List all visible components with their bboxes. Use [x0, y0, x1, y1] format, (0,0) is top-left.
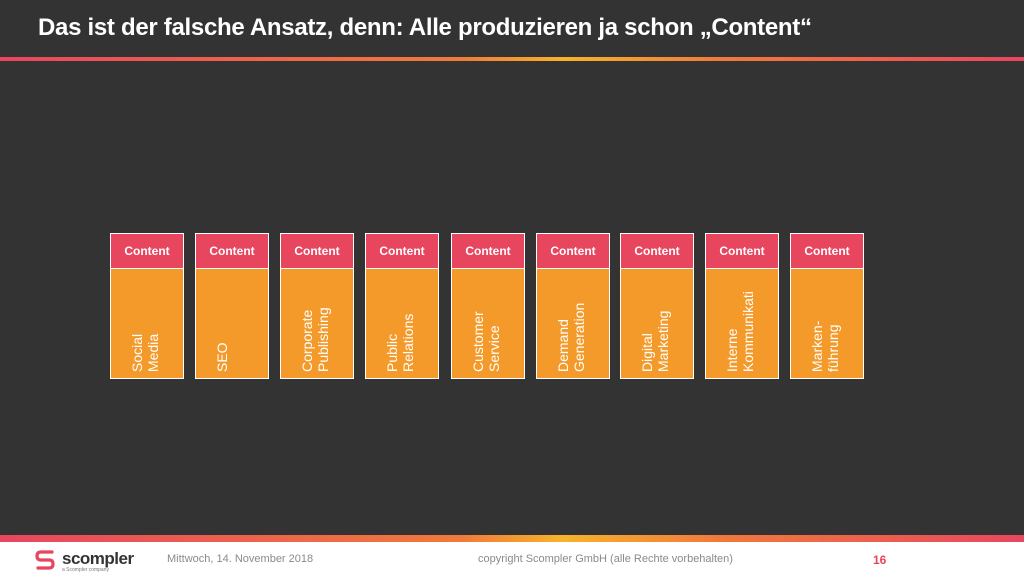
logo-subline: a Scompler company: [62, 567, 109, 573]
card-customer-service: Content Customer Service: [451, 233, 525, 379]
card-label: Corporate Publishing: [299, 307, 331, 372]
card-label: SEO: [214, 342, 230, 372]
top-accent-line: [0, 57, 1024, 61]
card-label: Digital Marketing: [639, 310, 671, 372]
card-digital-marketing: Content Digital Marketing: [620, 233, 694, 379]
slide-title: Das ist der falsche Ansatz, denn: Alle p…: [38, 14, 812, 41]
card-header: Content: [110, 233, 184, 269]
scompler-logo: scompler a Scompler company: [34, 548, 134, 573]
card-header: Content: [620, 233, 694, 269]
card-label: Interne Kommunikati: [724, 291, 756, 372]
card-header: Content: [790, 233, 864, 269]
footer-date: Mittwoch, 14. November 2018: [167, 553, 314, 565]
scompler-logo-icon: [35, 550, 55, 570]
card-body: Digital Marketing: [620, 269, 694, 379]
card-label: Social Media: [129, 333, 161, 372]
card-public-relations: Content Public Relations: [365, 233, 439, 379]
page-number: 16: [873, 553, 887, 567]
bottom-accent-line: [0, 535, 1024, 542]
footer: scompler a Scompler company Mittwoch, 14…: [0, 542, 1024, 576]
card-seo: Content SEO: [195, 233, 269, 379]
card-body: Public Relations: [365, 269, 439, 379]
card-label: Customer Service: [470, 311, 502, 372]
card-header: Content: [195, 233, 269, 269]
content-cards-row: Content Social Media Content SEO Content…: [0, 233, 1024, 379]
card-body: Marken- führung: [790, 269, 864, 379]
card-body: Social Media: [110, 269, 184, 379]
card-social-media: Content Social Media: [110, 233, 184, 379]
card-body: Demand Generation: [536, 269, 610, 379]
card-body: SEO: [195, 269, 269, 379]
card-header: Content: [705, 233, 779, 269]
card-body: Customer Service: [451, 269, 525, 379]
card-demand-generation: Content Demand Generation: [536, 233, 610, 379]
card-label: Public Relations: [384, 313, 416, 372]
card-corporate-publishing: Content Corporate Publishing: [280, 233, 354, 379]
card-body: Interne Kommunikati: [705, 269, 779, 379]
card-interne-kommunikation: Content Interne Kommunikati: [705, 233, 779, 379]
card-label: Marken- führung: [809, 320, 841, 372]
card-label: Demand Generation: [555, 302, 587, 372]
card-header: Content: [536, 233, 610, 269]
logo-wordmark: scompler: [62, 549, 134, 568]
card-header: Content: [365, 233, 439, 269]
card-body: Corporate Publishing: [280, 269, 354, 379]
card-header: Content: [280, 233, 354, 269]
card-header: Content: [451, 233, 525, 269]
title-bar: Das ist der falsche Ansatz, denn: Alle p…: [0, 0, 1024, 58]
footer-copyright: copyright Scompler GmbH (alle Rechte vor…: [478, 553, 733, 565]
card-markenfuehrung: Content Marken- führung: [790, 233, 864, 379]
